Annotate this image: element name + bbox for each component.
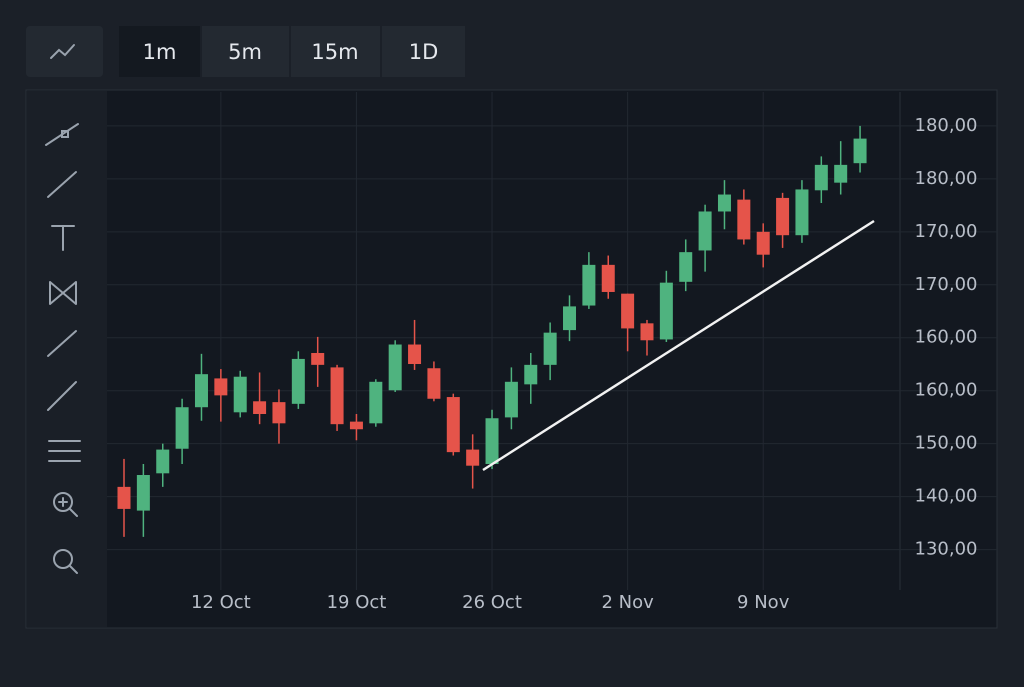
candle-body bbox=[756, 231, 770, 255]
candle-body bbox=[466, 449, 480, 466]
candle-body bbox=[194, 374, 208, 408]
button-bg bbox=[382, 26, 465, 77]
y-tick-label: 140,00 bbox=[915, 486, 978, 507]
candle-body bbox=[795, 189, 809, 236]
y-tick-label: 170,00 bbox=[915, 274, 978, 295]
candle-body bbox=[485, 418, 499, 464]
candle-body bbox=[311, 352, 325, 365]
interval-label: 1D bbox=[409, 40, 439, 64]
candle-body bbox=[253, 401, 267, 414]
interval-button[interactable]: 15m bbox=[289, 26, 379, 77]
candle-body bbox=[814, 164, 828, 191]
candle-body bbox=[776, 197, 790, 236]
chart-panel bbox=[25, 89, 998, 629]
candle-body bbox=[369, 381, 383, 424]
trend-line bbox=[482, 219, 875, 472]
button-bg bbox=[291, 26, 379, 77]
y-tick-label: 150,00 bbox=[915, 433, 978, 454]
candle-body bbox=[621, 293, 635, 329]
candle-body bbox=[175, 407, 189, 449]
y-tick-label: 180,00 bbox=[915, 115, 978, 136]
interval-label: 5m bbox=[228, 40, 262, 64]
candle-body bbox=[717, 194, 731, 212]
candle-body bbox=[214, 378, 228, 396]
candle-body bbox=[640, 323, 654, 341]
candle-body bbox=[698, 211, 712, 251]
candle-body bbox=[659, 282, 673, 340]
y-tick-label: 160,00 bbox=[915, 380, 978, 401]
button-bg bbox=[119, 26, 200, 77]
y-tick-label: 130,00 bbox=[915, 539, 978, 560]
candle-body bbox=[834, 164, 848, 183]
candle-body bbox=[408, 344, 422, 365]
interval-label: 1m bbox=[143, 40, 177, 64]
x-tick-label: 12 Oct bbox=[191, 592, 251, 613]
y-tick-label: 170,00 bbox=[915, 221, 978, 242]
interval-bar: 1m 5m 15m 1D bbox=[119, 26, 465, 77]
candle-body bbox=[543, 332, 557, 365]
plot: 180,00 180,00 170,00 170,00 160,00 160,00 150,… bbox=[107, 92, 997, 613]
candle-body bbox=[563, 306, 577, 331]
candle-body bbox=[446, 397, 460, 453]
y-tick-label: 160,00 bbox=[915, 327, 978, 348]
candle-body bbox=[156, 449, 170, 474]
chart-type-button[interactable] bbox=[26, 26, 103, 77]
x-tick-label: 19 Oct bbox=[327, 592, 387, 613]
candle-body bbox=[737, 199, 751, 240]
interval-button[interactable]: 5m bbox=[200, 26, 288, 77]
button-bg bbox=[202, 26, 288, 77]
interval-label: 15m bbox=[311, 40, 358, 64]
candle-body bbox=[388, 344, 402, 391]
tool-icons[interactable] bbox=[45, 123, 81, 574]
x-tick-label: 2 Nov bbox=[601, 592, 654, 613]
candle-body bbox=[582, 264, 596, 306]
candle-body bbox=[330, 367, 344, 425]
candle-body bbox=[601, 264, 615, 292]
interval-button[interactable]: 1m bbox=[119, 26, 200, 77]
candle-body bbox=[349, 421, 363, 430]
x-tick-label: 26 Oct bbox=[462, 592, 522, 613]
candle-body bbox=[136, 475, 150, 511]
candle-body bbox=[272, 402, 286, 424]
candle-body bbox=[679, 252, 693, 282]
interval-button[interactable]: 1D bbox=[380, 26, 465, 77]
candle-body bbox=[504, 381, 518, 418]
candle-body bbox=[524, 364, 538, 385]
candle-body bbox=[233, 376, 247, 413]
candle-body bbox=[291, 358, 305, 404]
x-tick-label: 9 Nov bbox=[737, 592, 790, 613]
drawing-tools bbox=[27, 91, 107, 627]
candle-body bbox=[117, 486, 131, 509]
y-tick-label: 180,00 bbox=[915, 168, 978, 189]
candle-body bbox=[853, 138, 867, 164]
candle-body bbox=[427, 368, 441, 399]
